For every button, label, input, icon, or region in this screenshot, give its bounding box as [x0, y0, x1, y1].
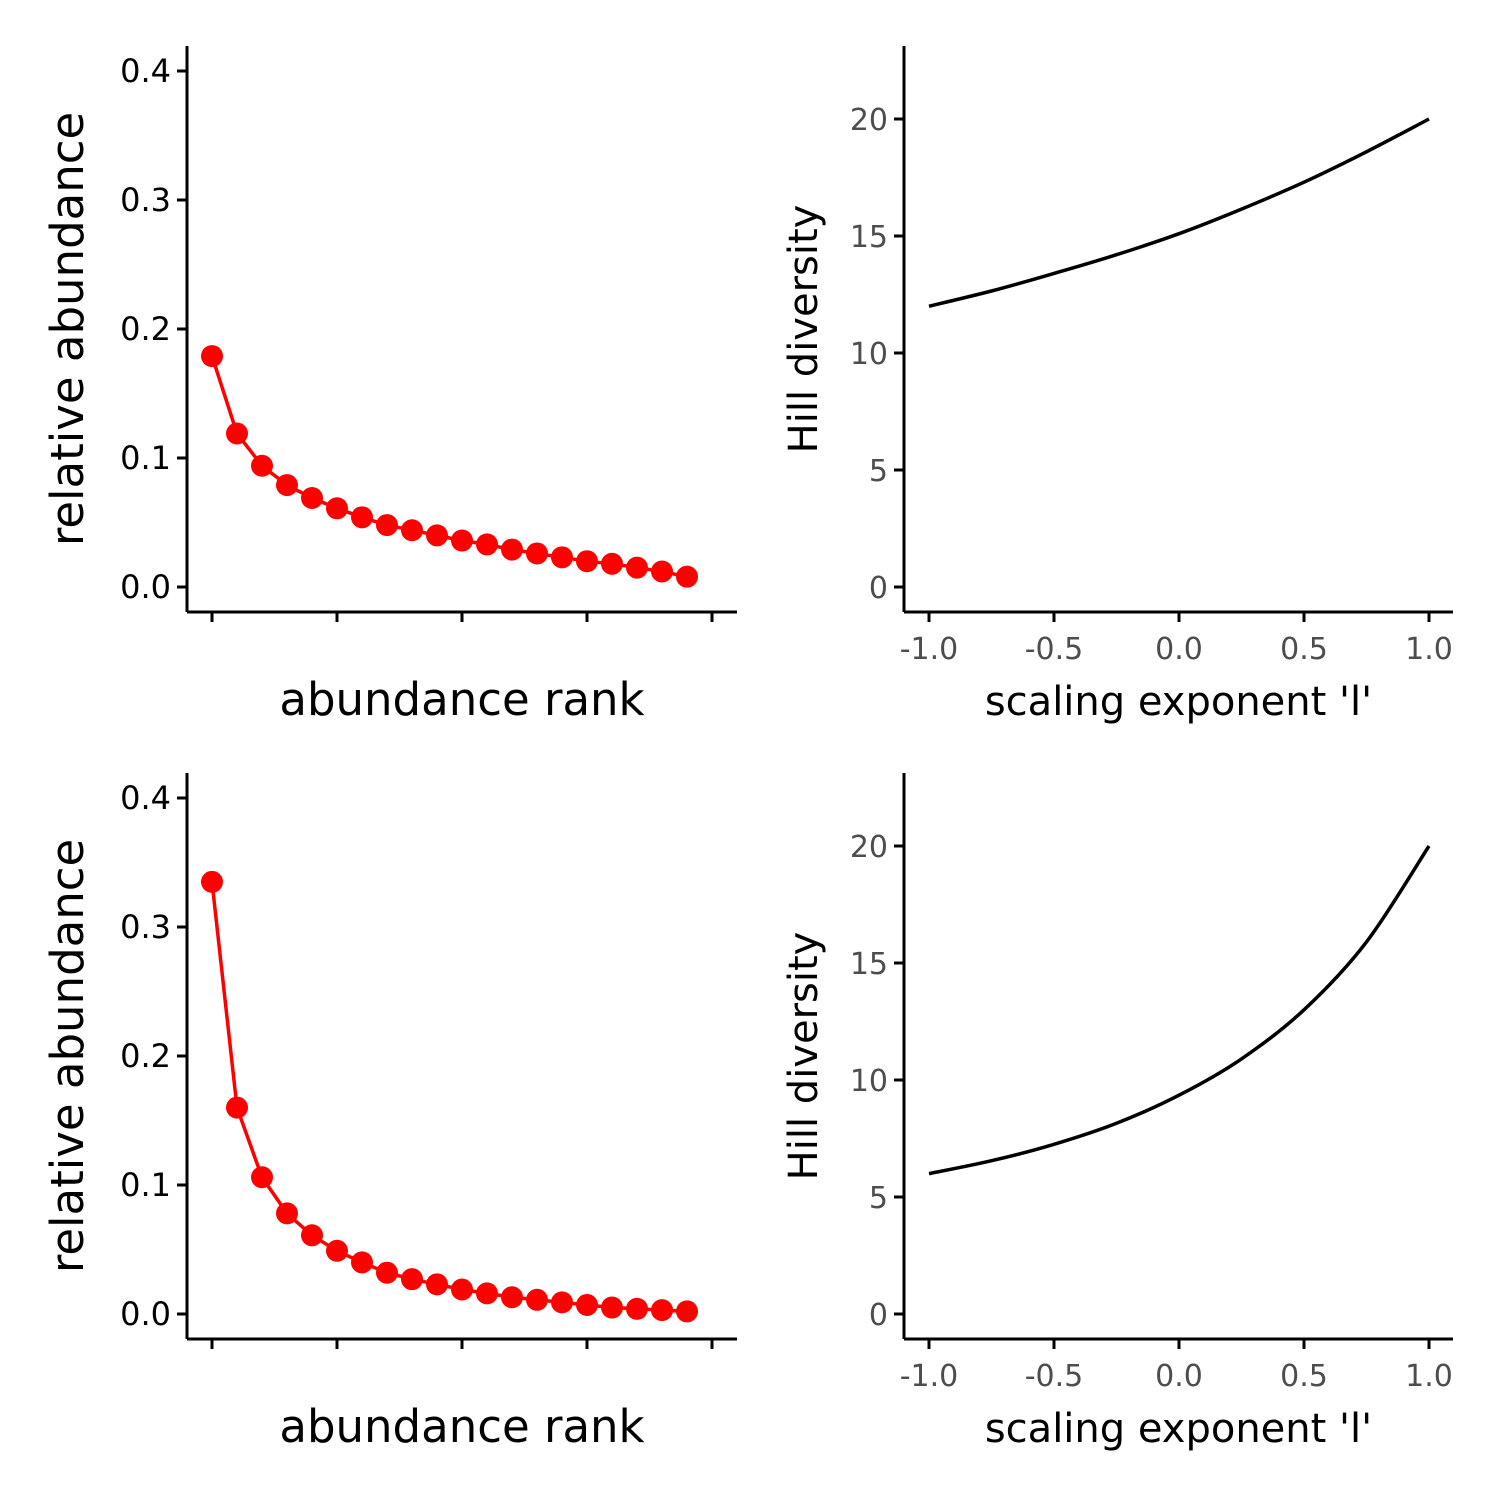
- y-tick-label: 15: [850, 220, 888, 255]
- x-tick-label: -1.0: [900, 1359, 959, 1394]
- x-tick-label: 1.0: [1405, 632, 1453, 667]
- y-tick-label: 0.1: [120, 439, 171, 477]
- data-point-7: [351, 506, 373, 529]
- y-axis-title: relative abundance: [41, 112, 94, 546]
- data-point-12: [476, 1282, 498, 1305]
- data-point-2: [226, 422, 248, 445]
- x-tick-label: 1.0: [1405, 1359, 1453, 1394]
- data-point-19: [651, 560, 673, 583]
- data-point-2: [226, 1096, 248, 1119]
- x-tick-label: 0.5: [1280, 1359, 1328, 1394]
- y-tick-label: 0: [869, 1298, 888, 1333]
- panel-bottom-left: 0.0 0.1 0.2 0.3 0.4 abundance rank relative ab…: [41, 773, 737, 1453]
- x-tick-label: 0.5: [1280, 632, 1328, 667]
- data-point-10: [426, 524, 448, 547]
- y-tick-label: 5: [869, 1181, 888, 1216]
- data-point-14: [526, 542, 548, 565]
- x-axis-title: scaling exponent 'l': [985, 679, 1372, 725]
- data-point-1: [201, 870, 223, 893]
- data-point-7: [351, 1251, 373, 1274]
- x-tick-label: 0.0: [1155, 1359, 1203, 1394]
- panel-top-left: 0.0 0.1 0.2 0.3 0.4 abundance rank relative ab…: [41, 46, 737, 726]
- data-point-19: [651, 1299, 673, 1322]
- panel-top-right: 0 5 10 15 20 -1.0 -0.5 0.0 0.5 1.0 scaling exponen…: [781, 46, 1453, 725]
- y-tick-label: 15: [850, 947, 888, 982]
- y-tick-label: 10: [850, 1064, 888, 1099]
- data-point-8: [376, 514, 398, 537]
- hill-diversity-curve: [928, 845, 1431, 1176]
- y-tick-label: 0.3: [120, 908, 171, 946]
- y-axis-title: Hill diversity: [781, 932, 827, 1181]
- data-point-18: [626, 1297, 648, 1320]
- data-point-14: [526, 1288, 548, 1311]
- y-tick-label: 0.0: [120, 1295, 171, 1333]
- data-point-18: [626, 556, 648, 579]
- y-tick-label: 0.2: [120, 1037, 171, 1075]
- y-tick-label: 0.4: [120, 52, 171, 90]
- data-point-8: [376, 1261, 398, 1284]
- x-tick-label: -0.5: [1025, 1359, 1084, 1394]
- data-point-9: [401, 519, 423, 542]
- x-axis-title: abundance rank: [279, 673, 644, 726]
- data-point-4: [276, 1202, 298, 1225]
- y-tick-label: 0: [869, 571, 888, 606]
- x-tick-label: -0.5: [1025, 632, 1084, 667]
- y-tick-label: 10: [850, 337, 888, 372]
- y-tick-label: 0.0: [120, 568, 171, 606]
- data-point-5: [301, 486, 323, 509]
- data-point-3: [251, 454, 273, 477]
- data-point-11: [451, 1278, 473, 1301]
- y-tick-label: 0.3: [120, 181, 171, 219]
- data-point-13: [501, 538, 523, 561]
- data-point-17: [601, 552, 623, 575]
- y-axis-title: Hill diversity: [781, 205, 827, 454]
- y-tick-label: 0.1: [120, 1166, 171, 1204]
- data-point-1: [201, 345, 223, 368]
- data-point-20: [676, 565, 698, 588]
- data-point-16: [576, 1293, 598, 1316]
- data-point-9: [401, 1268, 423, 1291]
- data-point-15: [551, 1291, 573, 1314]
- data-point-4: [276, 474, 298, 497]
- x-axis-title: scaling exponent 'l': [985, 1406, 1372, 1452]
- data-point-20: [676, 1300, 698, 1323]
- x-tick-label: -1.0: [900, 632, 959, 667]
- y-tick-label: 0.4: [120, 779, 171, 817]
- hill-diversity-curve: [928, 117, 1430, 308]
- data-point-17: [601, 1296, 623, 1319]
- x-axis-title: abundance rank: [279, 1400, 644, 1453]
- y-tick-label: 20: [850, 103, 888, 138]
- data-point-12: [476, 533, 498, 556]
- y-tick-label: 20: [850, 830, 888, 865]
- data-point-6: [326, 497, 348, 520]
- panel-bottom-right: 0 5 10 15 20 -1.0 -0.5 0.0 0.5 1.0 scaling exponen…: [781, 773, 1453, 1452]
- x-tick-label: 0.0: [1155, 632, 1203, 667]
- data-point-13: [501, 1286, 523, 1309]
- y-tick-label: 5: [869, 454, 888, 489]
- data-point-3: [251, 1166, 273, 1189]
- data-point-10: [426, 1273, 448, 1296]
- y-tick-label: 0.2: [120, 310, 171, 348]
- data-point-15: [551, 546, 573, 569]
- data-point-5: [301, 1224, 323, 1247]
- y-axis-title: relative abundance: [41, 839, 94, 1273]
- data-point-11: [451, 529, 473, 552]
- data-point-16: [576, 550, 598, 573]
- data-point-6: [326, 1239, 348, 1262]
